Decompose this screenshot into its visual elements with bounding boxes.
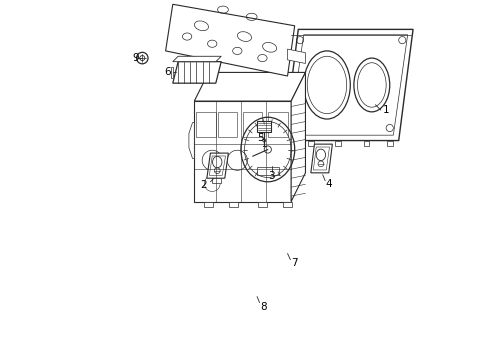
Polygon shape (204, 202, 212, 207)
Polygon shape (258, 202, 266, 207)
Text: 4: 4 (325, 179, 331, 189)
Polygon shape (211, 178, 221, 183)
Polygon shape (287, 49, 305, 63)
Polygon shape (229, 202, 238, 207)
Polygon shape (194, 101, 290, 202)
Polygon shape (171, 67, 172, 78)
Text: 5: 5 (257, 133, 264, 143)
Polygon shape (307, 140, 313, 146)
Polygon shape (194, 72, 305, 101)
Bar (257, 121, 271, 132)
Bar (257, 167, 278, 175)
Text: 6: 6 (164, 67, 170, 77)
Polygon shape (165, 4, 294, 76)
Bar (217, 112, 237, 137)
Bar (196, 112, 215, 137)
Polygon shape (363, 140, 368, 146)
Bar (242, 112, 262, 137)
Text: 8: 8 (260, 302, 266, 312)
Text: 1: 1 (382, 105, 388, 115)
Polygon shape (283, 202, 291, 207)
Polygon shape (310, 144, 332, 173)
Polygon shape (188, 123, 194, 158)
Text: 2: 2 (200, 180, 206, 190)
Text: 7: 7 (291, 258, 297, 268)
Polygon shape (334, 140, 340, 146)
Polygon shape (172, 56, 221, 62)
Text: 3: 3 (267, 171, 274, 181)
Polygon shape (206, 153, 228, 178)
Text: 9: 9 (132, 53, 139, 63)
Polygon shape (172, 62, 221, 83)
Polygon shape (290, 72, 305, 202)
Bar (267, 112, 287, 137)
Polygon shape (386, 140, 392, 146)
Polygon shape (284, 30, 412, 140)
